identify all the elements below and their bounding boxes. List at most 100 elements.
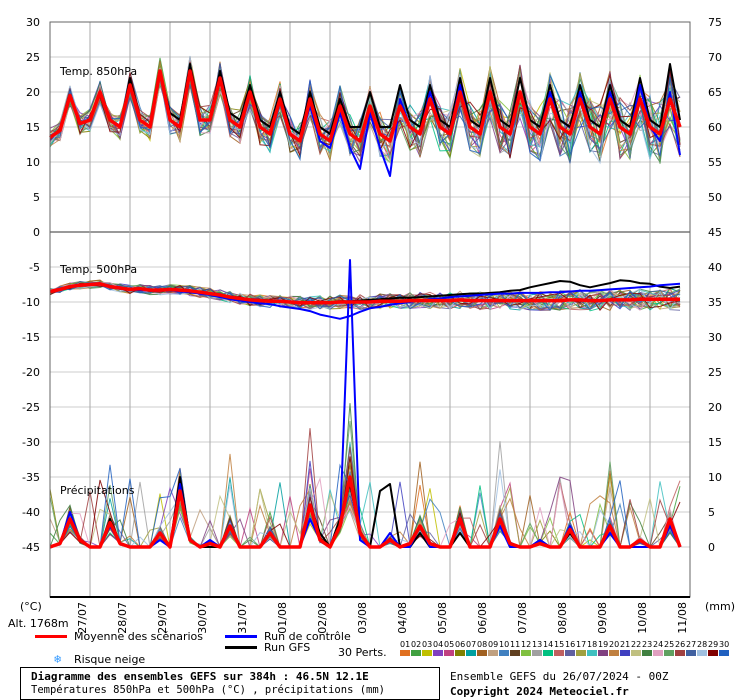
pert-legend-swatch-28 [697, 650, 707, 656]
pert-legend-swatch-30 [719, 650, 729, 656]
x-tick-label: 05/08 [436, 602, 449, 634]
pert-legend-swatch-20 [609, 650, 619, 656]
y-tick-label: 15 [26, 121, 40, 134]
pert-legend-label-29: 29 [708, 640, 718, 649]
pert-legend-swatch-12 [521, 650, 531, 656]
y-tick-label: -20 [22, 366, 40, 379]
pert-legend-swatch-17 [576, 650, 586, 656]
axes: 302520151050-5-10-15-20-25-30-35-40-4575… [22, 16, 722, 634]
pert-legend-label-15: 15 [554, 640, 564, 649]
pert-legend-label-10: 10 [499, 640, 509, 649]
right-tick-label: 50 [708, 191, 722, 204]
x-tick-label: 06/08 [476, 602, 489, 634]
pert-legend-swatch-25 [664, 650, 674, 656]
pert-legend-swatch-18 [587, 650, 597, 656]
pert-legend-label-02: 02 [411, 640, 421, 649]
pert-legend-swatch-26 [675, 650, 685, 656]
pert-legend-label-01: 01 [400, 640, 410, 649]
panel-label-t500: Temp. 500hPa [59, 263, 137, 276]
y-tick-label: -15 [22, 331, 40, 344]
pert-legend-swatch-15 [554, 650, 564, 656]
pert-legend-swatch-21 [620, 650, 630, 656]
pert-legend-swatch-10 [499, 650, 509, 656]
pert-legend-label-25: 25 [664, 640, 674, 649]
x-tick-label: 30/07 [196, 602, 209, 634]
legend-snow-label: Risque neige [74, 653, 145, 666]
series-moyenne-des-sc-narios-t500 [49, 282, 680, 305]
pert-legend-swatch-06 [455, 650, 465, 656]
right-unit-label: (mm) [705, 600, 735, 613]
pert-legend-swatch-11 [510, 650, 520, 656]
pert-legend-swatch-03 [422, 650, 432, 656]
right-tick-label: 5 [708, 506, 715, 519]
right-tick-label: 20 [708, 401, 722, 414]
legend-control-swatch [225, 635, 257, 638]
right-tick-label: 70 [708, 51, 722, 64]
y-tick-label: -10 [22, 296, 40, 309]
panel-label-t850: Temp. 850hPa [59, 65, 137, 78]
pert-legend-label-19: 19 [598, 640, 608, 649]
right-tick-label: 10 [708, 471, 722, 484]
pert-legend-label-11: 11 [510, 640, 520, 649]
right-tick-label: 55 [708, 156, 722, 169]
pert-legend-label-12: 12 [521, 640, 531, 649]
y-tick-label: -35 [22, 471, 40, 484]
pert-legend-swatch-22 [631, 650, 641, 656]
x-tick-label: 07/08 [516, 602, 529, 634]
pert-legend-label-28: 28 [697, 640, 707, 649]
pert-legend-label-26: 26 [675, 640, 685, 649]
chart-subtitle: Températures 850hPa et 500hPa (°C) , pré… [31, 684, 386, 696]
y-tick-label: -45 [22, 541, 40, 554]
pert-legend-label-14: 14 [543, 640, 553, 649]
pert-legend-label-07: 07 [466, 640, 476, 649]
pert-legend-label-18: 18 [587, 640, 597, 649]
legend-mean-swatch [35, 635, 67, 638]
y-tick-label: -30 [22, 436, 40, 449]
y-tick-label: -25 [22, 401, 40, 414]
x-tick-label: 04/08 [396, 602, 409, 634]
right-tick-label: 30 [708, 331, 722, 344]
pert-legend-swatch-14 [543, 650, 553, 656]
x-tick-label: 08/08 [556, 602, 569, 634]
right-tick-label: 60 [708, 121, 722, 134]
copyright-label: Copyright 2024 Meteociel.fr [450, 685, 629, 698]
pert-legend-label-06: 06 [455, 640, 465, 649]
title-box: Diagramme des ensembles GEFS sur 384h : … [20, 667, 440, 700]
panel-label-precip: Précipitations [60, 484, 135, 497]
right-tick-label: 35 [708, 296, 722, 309]
ensemble-run-label: Ensemble GEFS du 26/07/2024 - 00Z [450, 670, 669, 683]
right-tick-label: 40 [708, 261, 722, 274]
pert-legend-label-21: 21 [620, 640, 630, 649]
x-tick-label: 28/07 [116, 602, 129, 634]
pert-legend-swatch-02 [411, 650, 421, 656]
x-tick-label: 01/08 [276, 602, 289, 634]
right-tick-label: 25 [708, 366, 722, 379]
pert-legend-swatch-09 [488, 650, 498, 656]
pert-legend-label-08: 08 [477, 640, 487, 649]
pert-legend-label-13: 13 [532, 640, 542, 649]
right-tick-label: 0 [708, 541, 715, 554]
pert-legend-label-23: 23 [642, 640, 652, 649]
x-tick-label: 31/07 [236, 602, 249, 634]
legend: Moyenne des scénarios Run de contrôle Ru… [35, 630, 729, 666]
pert-legend-label-17: 17 [576, 640, 586, 649]
pert-legend-swatch-01 [400, 650, 410, 656]
pert-legend-label-30: 30 [719, 640, 729, 649]
pert-legend-label-04: 04 [433, 640, 443, 649]
x-tick-label: 09/08 [596, 602, 609, 634]
y-tick-label: 10 [26, 156, 40, 169]
y-tick-label: 5 [33, 191, 40, 204]
pert-legend-swatch-07 [466, 650, 476, 656]
snowflake-icon: ❄ [54, 652, 61, 666]
y-tick-label: -5 [29, 261, 40, 274]
pert-legend-swatch-29 [708, 650, 718, 656]
legend-gfs-swatch [225, 646, 257, 649]
pert-legend-swatch-05 [444, 650, 454, 656]
main-series-lines [48, 63, 682, 549]
x-tick-label: 29/07 [156, 602, 169, 634]
pert-legend-swatch-08 [477, 650, 487, 656]
pert-legend-swatch-19 [598, 650, 608, 656]
y-tick-label: -40 [22, 506, 40, 519]
pert-legend-label-05: 05 [444, 640, 454, 649]
